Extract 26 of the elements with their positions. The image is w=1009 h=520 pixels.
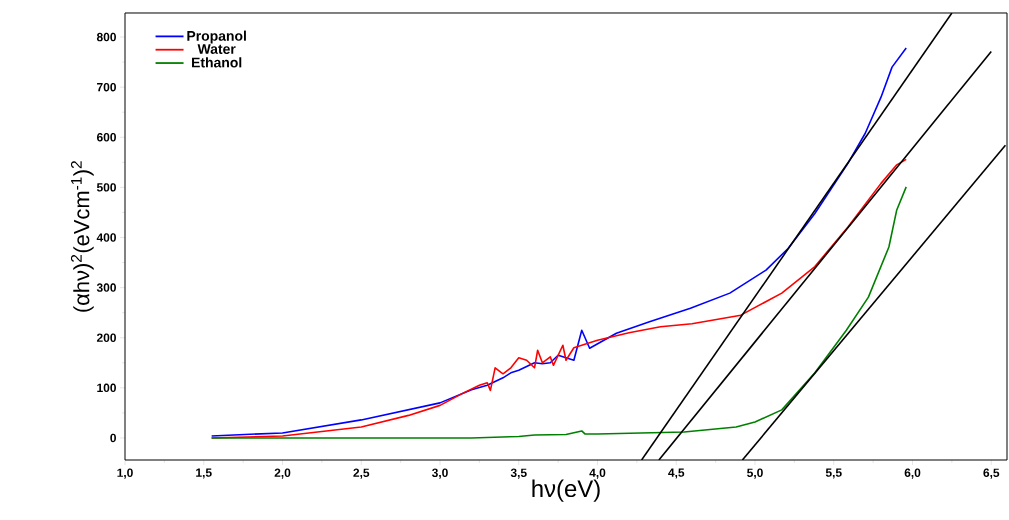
y-tick-label: 200 — [96, 333, 116, 342]
y-axis-title: (αhν)$^{2}$(eVcm$^{-1}$)$^{2}$ — [70, 161, 94, 312]
x-tick-label: 5,5 — [825, 468, 842, 479]
x-tick-label: 4,0 — [589, 468, 606, 479]
y-tick-label: 300 — [96, 283, 116, 292]
y-tick-label: 500 — [96, 183, 116, 192]
y-tick-label: 400 — [96, 233, 116, 242]
x-tick-label: 6,0 — [904, 468, 921, 479]
y-tick-label: 800 — [96, 32, 116, 42]
x-tick-label: 1,5 — [196, 468, 212, 479]
x-tick-label: 2,5 — [353, 468, 370, 479]
y-tick-label: 100 — [97, 383, 116, 393]
y-tick-label: 0 — [110, 433, 116, 443]
x-tick-label: 5,0 — [747, 468, 763, 479]
y-tick-label: 700 — [97, 82, 116, 92]
x-tick-label: 1,0 — [117, 468, 133, 479]
x-axis-title: hν(eV) — [532, 479, 600, 502]
x-tick-label: 4,5 — [668, 468, 685, 479]
legend-label: Ethanol — [192, 57, 242, 68]
x-tick-label: 6,5 — [983, 468, 1000, 479]
x-tick-label: 2,0 — [274, 468, 291, 479]
legend-label: Propanol — [187, 30, 246, 44]
legend-label: Water — [197, 44, 236, 54]
y-tick-label: 600 — [96, 133, 116, 142]
x-tick-label: 3,0 — [431, 468, 448, 479]
x-tick-label: 3,5 — [510, 468, 527, 479]
